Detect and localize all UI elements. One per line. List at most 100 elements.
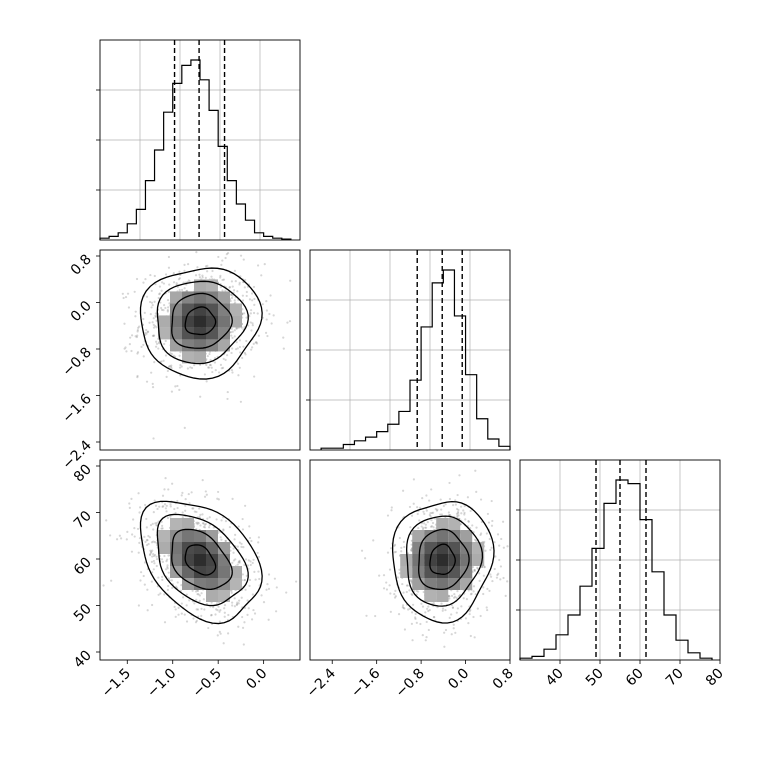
param-2-vs-param-3-xtick-label: −0.8 xyxy=(393,666,428,701)
param-1-vs-param-3-sample-point xyxy=(246,613,249,616)
param-1-vs-param-2-sample-point xyxy=(250,292,254,295)
param-1-vs-param-3-sample-point xyxy=(248,584,251,587)
param-1-marginal-bin xyxy=(155,150,164,240)
param-2-vs-param-3-xtick-label: −1.6 xyxy=(348,665,383,700)
param-2-vs-param-3-density-cell xyxy=(400,566,413,578)
param-2-vs-param-3-sample-point xyxy=(430,525,434,528)
param-1-vs-param-3-density-cell xyxy=(218,566,230,578)
param-1-vs-param-3-sample-point xyxy=(166,588,169,591)
param-2-vs-param-3-sample-point xyxy=(476,567,479,570)
param-1-vs-param-3-sample-point xyxy=(163,621,167,624)
param-2-vs-param-3-sample-point xyxy=(423,522,426,525)
param-1-vs-param-3-density-cell xyxy=(170,554,182,566)
param-1-vs-param-2-sample-point xyxy=(150,306,153,309)
param-1-vs-param-2-density-cell xyxy=(182,303,194,316)
param-1-vs-param-3-sample-point xyxy=(171,586,174,590)
param-1-vs-param-3-sample-point xyxy=(249,563,252,567)
param-1-vs-param-3-sample-point xyxy=(164,507,167,510)
param-1-vs-param-2-sample-point xyxy=(160,308,164,311)
param-1-vs-param-2-sample-point xyxy=(260,274,263,277)
param-2-vs-param-3-sample-point xyxy=(440,513,443,516)
param-2-vs-param-3-sample-point xyxy=(465,598,469,601)
param-1-vs-param-3-sample-point xyxy=(170,579,173,582)
param-1-vs-param-2-sample-point xyxy=(124,346,127,349)
param-1-vs-param-3-sample-point xyxy=(262,601,266,604)
param-1-vs-param-2-sample-point xyxy=(121,292,124,295)
param-1-vs-param-2-sample-point xyxy=(179,363,182,367)
param-1-vs-param-3-sample-point xyxy=(226,632,230,635)
param-2-vs-param-3-sample-point xyxy=(400,546,403,549)
param-1-vs-param-3-sample-point xyxy=(161,524,164,527)
param-1-vs-param-2-density-cell xyxy=(206,303,218,316)
param-1-vs-param-3-sample-point xyxy=(232,547,235,550)
param-2-vs-param-3-sample-point xyxy=(420,525,423,528)
param-1-vs-param-3-sample-point xyxy=(147,542,150,546)
param-2-vs-param-3-sample-point xyxy=(452,596,456,599)
param-1-vs-param-2-sample-point xyxy=(238,339,242,342)
param-1-vs-param-3-sample-point xyxy=(247,559,250,562)
param-1-vs-param-3-sample-point xyxy=(166,558,169,561)
param-1-vs-param-2-sample-point xyxy=(183,263,186,266)
param-1-vs-param-3-sample-point xyxy=(241,626,245,629)
param-1-vs-param-2-sample-point xyxy=(226,397,229,401)
param-1-vs-param-3-sample-point xyxy=(132,518,135,521)
param-1-vs-param-2-sample-point xyxy=(289,279,292,282)
param-1-vs-param-3-sample-point xyxy=(232,551,235,554)
param-2-marginal-bin xyxy=(343,444,354,450)
param-1-vs-param-3-sample-point xyxy=(252,608,255,612)
param-1-vs-param-3-sample-point xyxy=(218,620,221,623)
param-1-vs-param-3-sample-point xyxy=(151,549,154,552)
param-1-vs-param-3-sample-point xyxy=(171,482,174,485)
param-1-vs-param-2-sample-point xyxy=(154,314,157,317)
param-1-vs-param-3-sample-point xyxy=(160,558,164,561)
param-2-vs-param-3-contour xyxy=(418,528,470,590)
param-2-vs-param-3-sample-point xyxy=(495,576,499,579)
param-1-vs-param-2-sample-point xyxy=(127,306,131,309)
param-1-vs-param-2-sample-point xyxy=(176,384,179,388)
param-1-vs-param-2-sample-point xyxy=(241,299,245,302)
param-1-vs-param-3-sample-point xyxy=(139,579,142,582)
param-1-vs-param-3-sample-point xyxy=(137,492,140,495)
param-2-vs-param-3-sample-point xyxy=(453,592,456,596)
param-2-vs-param-3-sample-point xyxy=(402,540,405,543)
param-2-vs-param-3-sample-point xyxy=(478,572,481,575)
param-1-vs-param-3-density-cell xyxy=(218,590,230,602)
param-1-marginal-bin xyxy=(145,181,154,240)
param-1-vs-param-3-contour xyxy=(156,513,249,607)
param-2-vs-param-3-sample-point xyxy=(393,544,396,547)
param-1-vs-param-3-sample-point xyxy=(196,523,199,526)
param-2-vs-param-3-sample-point xyxy=(393,593,396,596)
param-3-marginal-frame xyxy=(519,459,721,661)
param-1-vs-param-3-sample-point xyxy=(156,507,159,511)
param-2-vs-param-3-sample-point xyxy=(401,606,404,609)
param-2-vs-param-3-sample-point xyxy=(452,627,455,630)
param-2-vs-param-3-sample-point xyxy=(457,512,460,515)
param-1-vs-param-2-sample-point xyxy=(136,330,139,333)
param-1-vs-param-2-sample-point xyxy=(256,312,259,315)
param-2-vs-param-3-sample-point xyxy=(472,615,475,619)
param-1-vs-param-3-frame xyxy=(99,459,301,661)
param-1-vs-param-2-sample-point xyxy=(203,373,206,376)
param-1-vs-param-3-sample-point xyxy=(163,593,166,596)
param-1-vs-param-3-sample-point xyxy=(137,604,140,607)
param-2-vs-param-3-sample-point xyxy=(481,565,484,569)
param-2-vs-param-3-sample-point xyxy=(502,576,505,580)
param-1-vs-param-3-sample-point xyxy=(219,536,222,539)
param-1-vs-param-2-sample-point xyxy=(137,326,140,329)
param-2-vs-param-3-sample-point xyxy=(418,519,421,522)
param-2-vs-param-3-sample-point xyxy=(484,549,487,552)
param-2-vs-param-3-sample-point xyxy=(485,606,488,609)
param-2-vs-param-3-sample-point xyxy=(450,613,453,616)
param-2-vs-param-3-sample-point xyxy=(473,569,476,573)
param-1-vs-param-3-sample-point xyxy=(243,578,247,582)
param-1-vs-param-3-xtick-label: −1.5 xyxy=(99,666,134,701)
param-1-vs-param-2-sample-point xyxy=(224,256,227,260)
param-1-vs-param-2-density-cell xyxy=(206,327,218,340)
param-2-vs-param-3-sample-point xyxy=(464,617,468,620)
param-1-vs-param-2-sample-point xyxy=(174,385,177,388)
param-1-vs-param-3-sample-point xyxy=(260,594,263,597)
param-1-vs-param-3-sample-point xyxy=(236,545,239,548)
param-1-vs-param-2-sample-point xyxy=(167,306,170,309)
param-1-vs-param-2-sample-point xyxy=(264,331,268,334)
param-2-vs-param-3-sample-point xyxy=(451,606,454,609)
